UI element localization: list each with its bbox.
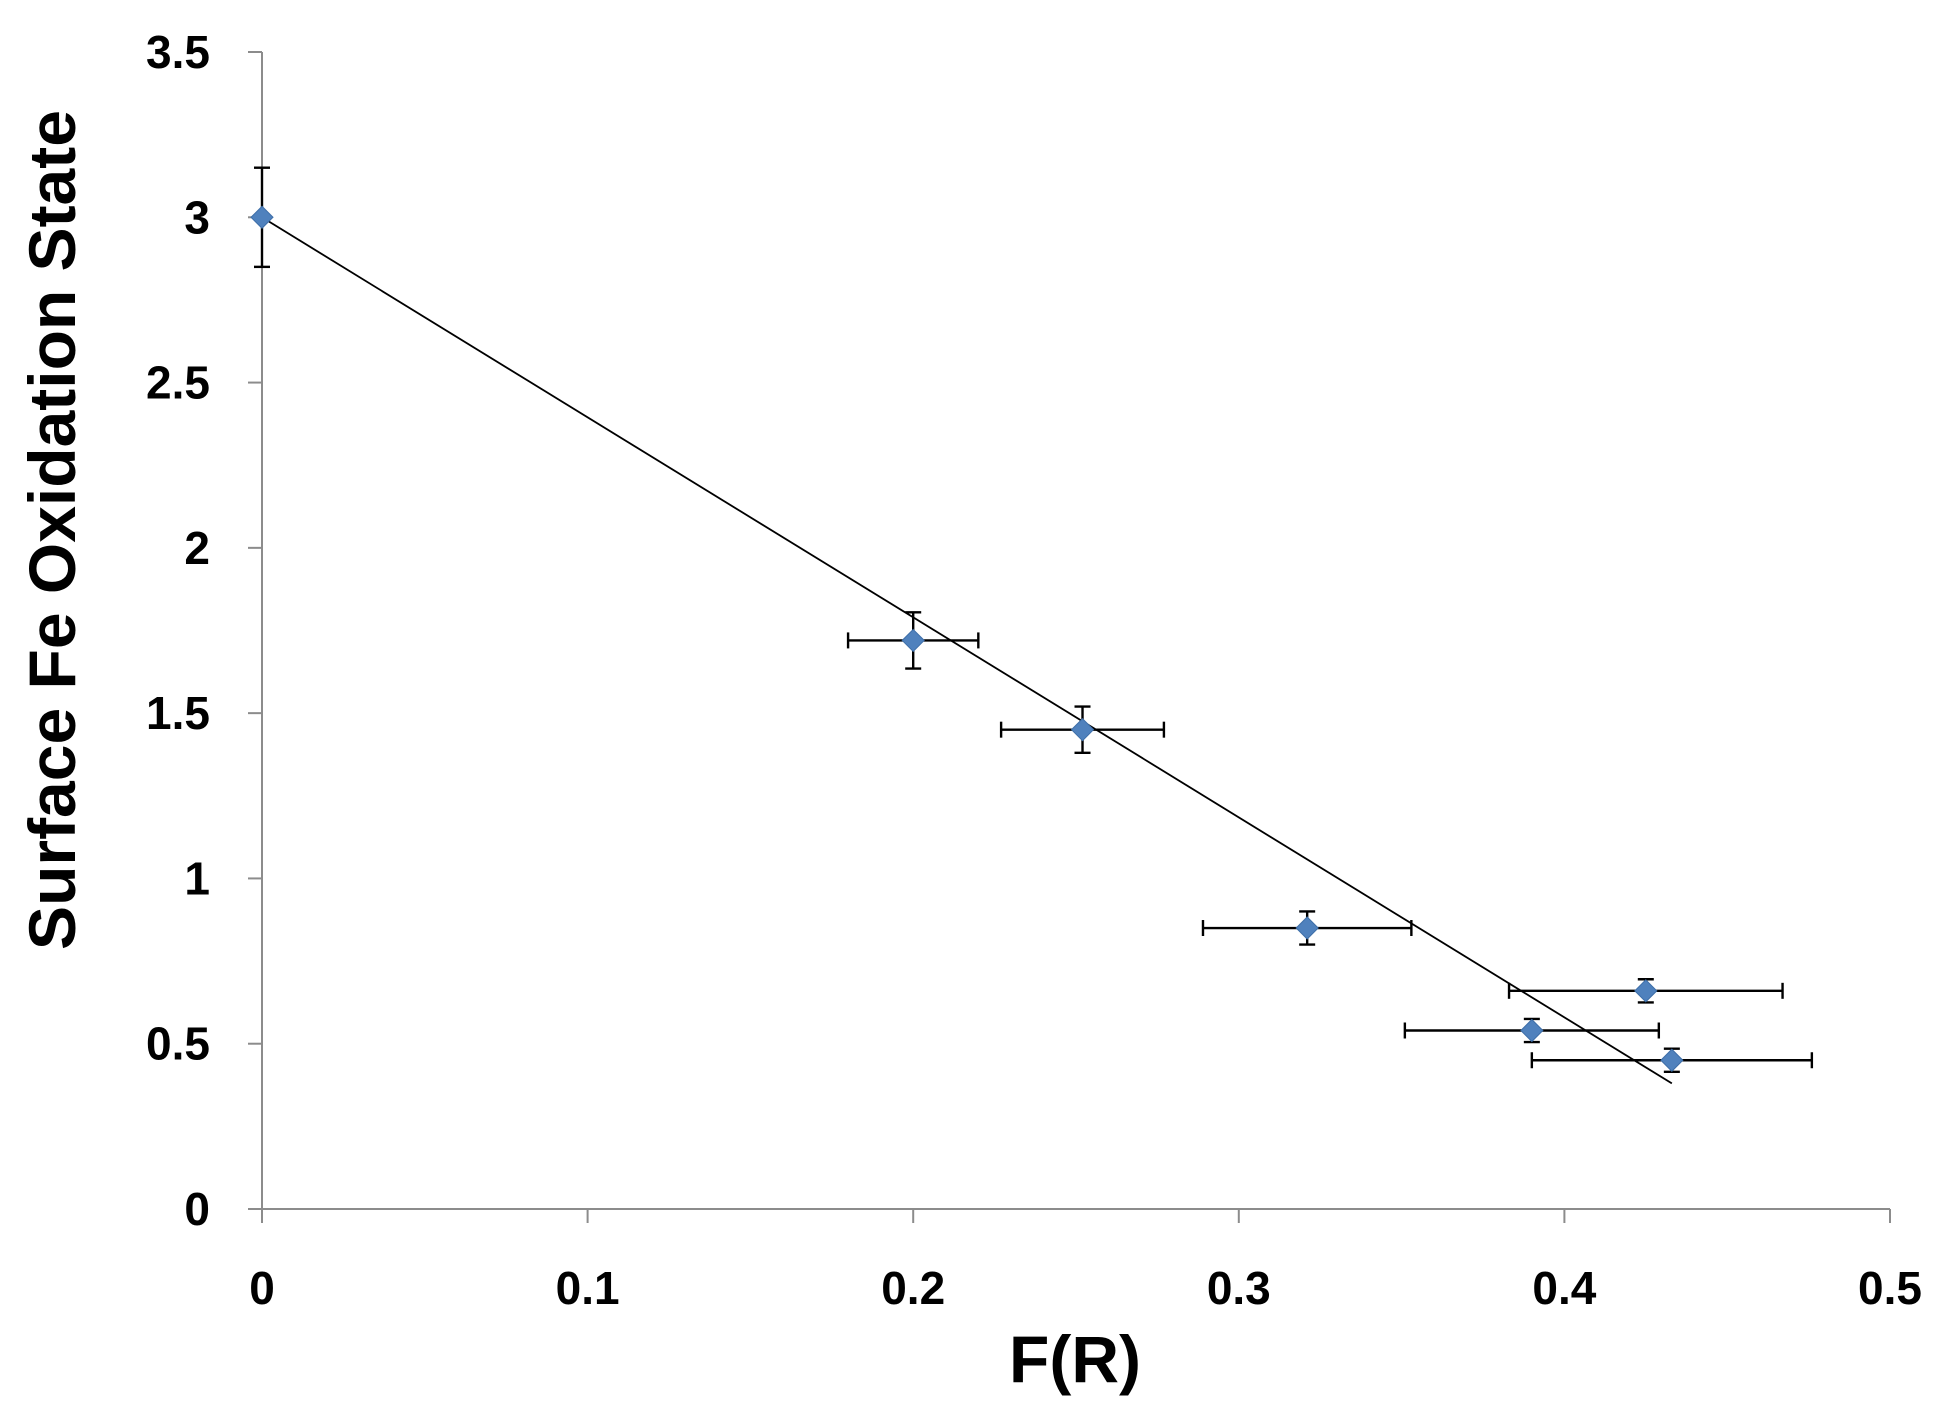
y-tick-label: 3.5 — [146, 26, 210, 78]
y-tick-label: 0.5 — [146, 1018, 210, 1070]
y-tick-label: 2 — [184, 522, 210, 574]
x-tick-label: 0.3 — [1207, 1262, 1271, 1314]
y-tick-label: 3 — [184, 191, 210, 243]
data-point-marker — [1634, 979, 1658, 1003]
tick-labels: 0 0.5 1 1.5 2 2.5 3 3.5 0 0.1 0.2 0.3 0.4 0.5 — [146, 26, 1922, 1314]
y-tick-label: 0 — [184, 1183, 210, 1235]
data-point-marker — [1660, 1048, 1684, 1072]
linear-trendline — [261, 216, 1673, 1085]
axes — [248, 51, 1891, 1223]
x-tick-label: 0.2 — [881, 1262, 945, 1314]
data-point-marker — [1520, 1018, 1544, 1043]
x-axis-title: F(R) — [1009, 1322, 1141, 1396]
error-bars — [254, 166, 1814, 1074]
y-axis-title: Surface Fe Oxidation State — [15, 110, 89, 950]
x-tick-label: 0.4 — [1532, 1262, 1596, 1314]
data-point-marker — [1295, 916, 1319, 940]
y-tick-label: 1 — [184, 852, 210, 904]
data-point-marker — [250, 205, 274, 229]
trendline-group — [261, 216, 1673, 1085]
x-tick-label: 0.1 — [556, 1262, 620, 1314]
data-points — [250, 205, 1684, 1072]
x-tick-label: 0.5 — [1858, 1262, 1922, 1314]
data-point-marker — [1070, 717, 1095, 742]
data-point-marker — [901, 628, 925, 653]
y-tick-label: 2.5 — [146, 357, 210, 409]
y-tick-label: 1.5 — [146, 687, 210, 739]
x-tick-label: 0 — [249, 1262, 275, 1314]
